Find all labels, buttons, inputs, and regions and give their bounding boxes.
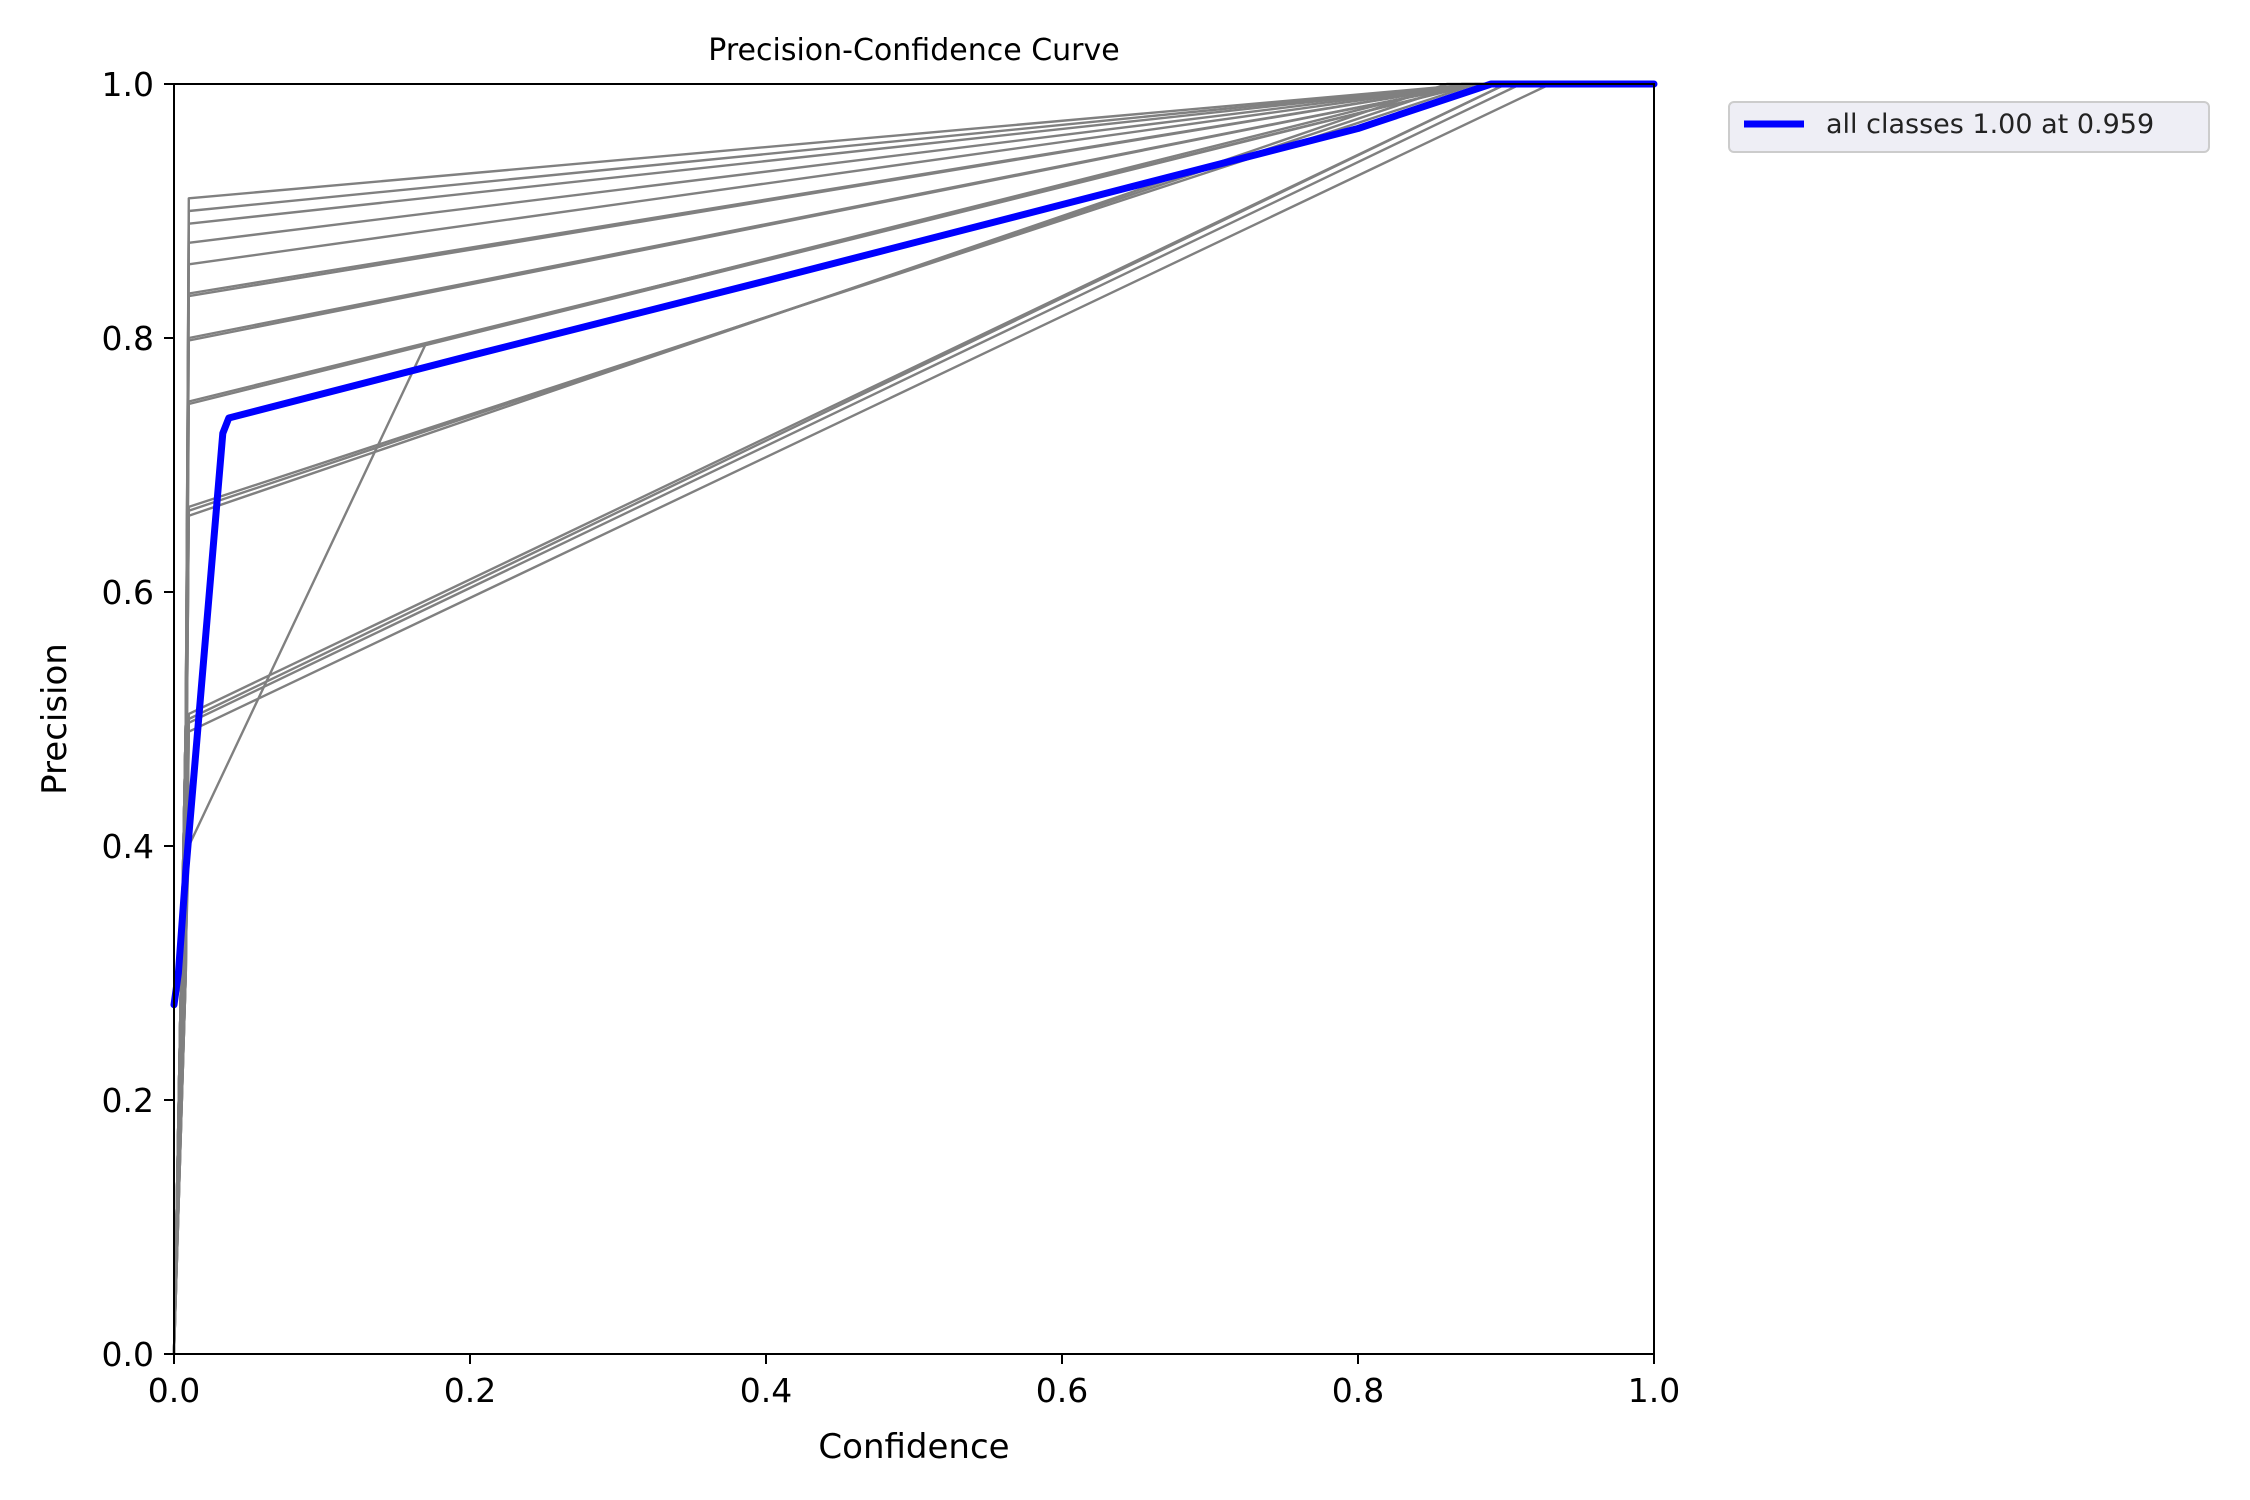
x-tick-label: 0.8: [1332, 1371, 1384, 1410]
x-tick-label: 0.2: [444, 1371, 496, 1410]
highlight-layer: [170, 80, 1658, 1009]
x-tick-label: 0.6: [1036, 1371, 1088, 1410]
legend-label: all classes 1.00 at 0.959: [1826, 109, 2154, 140]
x-axis-title: Confidence: [818, 1427, 1009, 1467]
x-tick-label: 1.0: [1628, 1371, 1680, 1410]
x-tick-label: 0.0: [148, 1371, 200, 1410]
plot-frame: [173, 83, 1655, 1355]
y-tick-label: 1.0: [102, 65, 154, 104]
y-tick-label: 0.2: [102, 1081, 154, 1120]
y-tick-label: 0.0: [102, 1335, 154, 1374]
y-tick-label: 0.8: [102, 319, 154, 358]
y-tick-label: 0.4: [102, 827, 154, 866]
legend: all classes 1.00 at 0.959: [1728, 101, 2210, 153]
chart-title: Precision-Confidence Curve: [708, 33, 1119, 68]
y-axis-title: Precision: [35, 643, 75, 795]
legend-box: [1728, 101, 2210, 153]
y-axis-ticks: 0.0 0.2 0.4 0.6 0.8 1.0: [102, 65, 174, 1374]
y-tick-label: 0.6: [102, 573, 154, 612]
x-axis-ticks: 0.0 0.2 0.4 0.6 0.8 1.0: [148, 1354, 1680, 1410]
all-classes-curve: [170, 80, 1658, 1009]
x-tick-label: 0.4: [740, 1371, 792, 1410]
